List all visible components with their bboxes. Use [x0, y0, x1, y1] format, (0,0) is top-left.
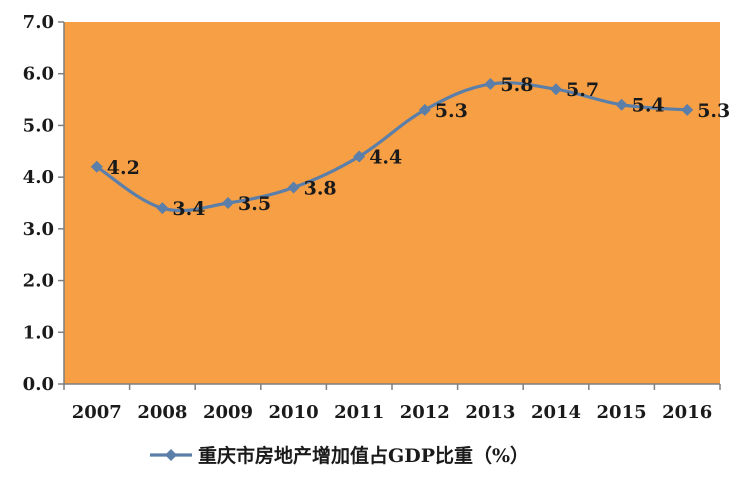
data-point	[418, 103, 431, 116]
legend-label: 重庆市房地产增加值占GDP比重（%）	[198, 444, 529, 467]
x-tick-label: 2011	[334, 402, 384, 423]
x-tick-label: 2010	[269, 402, 319, 423]
data-label: 5.4	[632, 95, 665, 117]
y-tick-label: 2.0	[23, 271, 54, 292]
data-label: 3.5	[238, 193, 271, 215]
y-tick-label: 0.0	[23, 374, 54, 395]
data-label: 4.4	[369, 146, 402, 168]
data-point	[615, 98, 628, 111]
data-label: 3.8	[304, 177, 337, 199]
data-label: 5.7	[566, 79, 599, 101]
y-tick-label: 6.0	[23, 64, 54, 85]
y-tick-label: 1.0	[23, 322, 54, 343]
y-tick-label: 3.0	[23, 219, 54, 240]
data-point	[484, 78, 497, 91]
x-tick-label: 2009	[203, 402, 253, 423]
x-tick-label: 2013	[465, 402, 515, 423]
x-tick-label: 2007	[72, 402, 122, 423]
x-tick-label: 2016	[662, 402, 712, 423]
x-tick-label: 2012	[400, 402, 450, 423]
data-point	[90, 160, 103, 173]
data-label: 5.3	[697, 100, 730, 122]
y-tick-label: 5.0	[23, 115, 54, 136]
x-tick-label: 2015	[597, 402, 647, 423]
y-tick-label: 4.0	[23, 167, 54, 188]
data-point	[287, 181, 300, 194]
data-point	[550, 83, 562, 96]
legend-marker	[165, 449, 177, 461]
x-tick-label: 2014	[531, 402, 581, 423]
data-label: 5.3	[435, 100, 468, 122]
data-label: 3.4	[172, 198, 205, 220]
legend: 重庆市房地产增加值占GDP比重（%）	[150, 444, 529, 467]
series-line	[95, 81, 688, 213]
data-point	[353, 150, 366, 163]
y-tick-label: 7.0	[23, 12, 54, 33]
data-point	[222, 197, 234, 209]
data-point	[681, 103, 694, 116]
plot-area	[64, 22, 720, 384]
x-tick-label: 2008	[137, 402, 187, 423]
data-label: 5.8	[500, 74, 533, 96]
data-point	[156, 202, 169, 215]
data-label: 4.2	[107, 157, 140, 179]
